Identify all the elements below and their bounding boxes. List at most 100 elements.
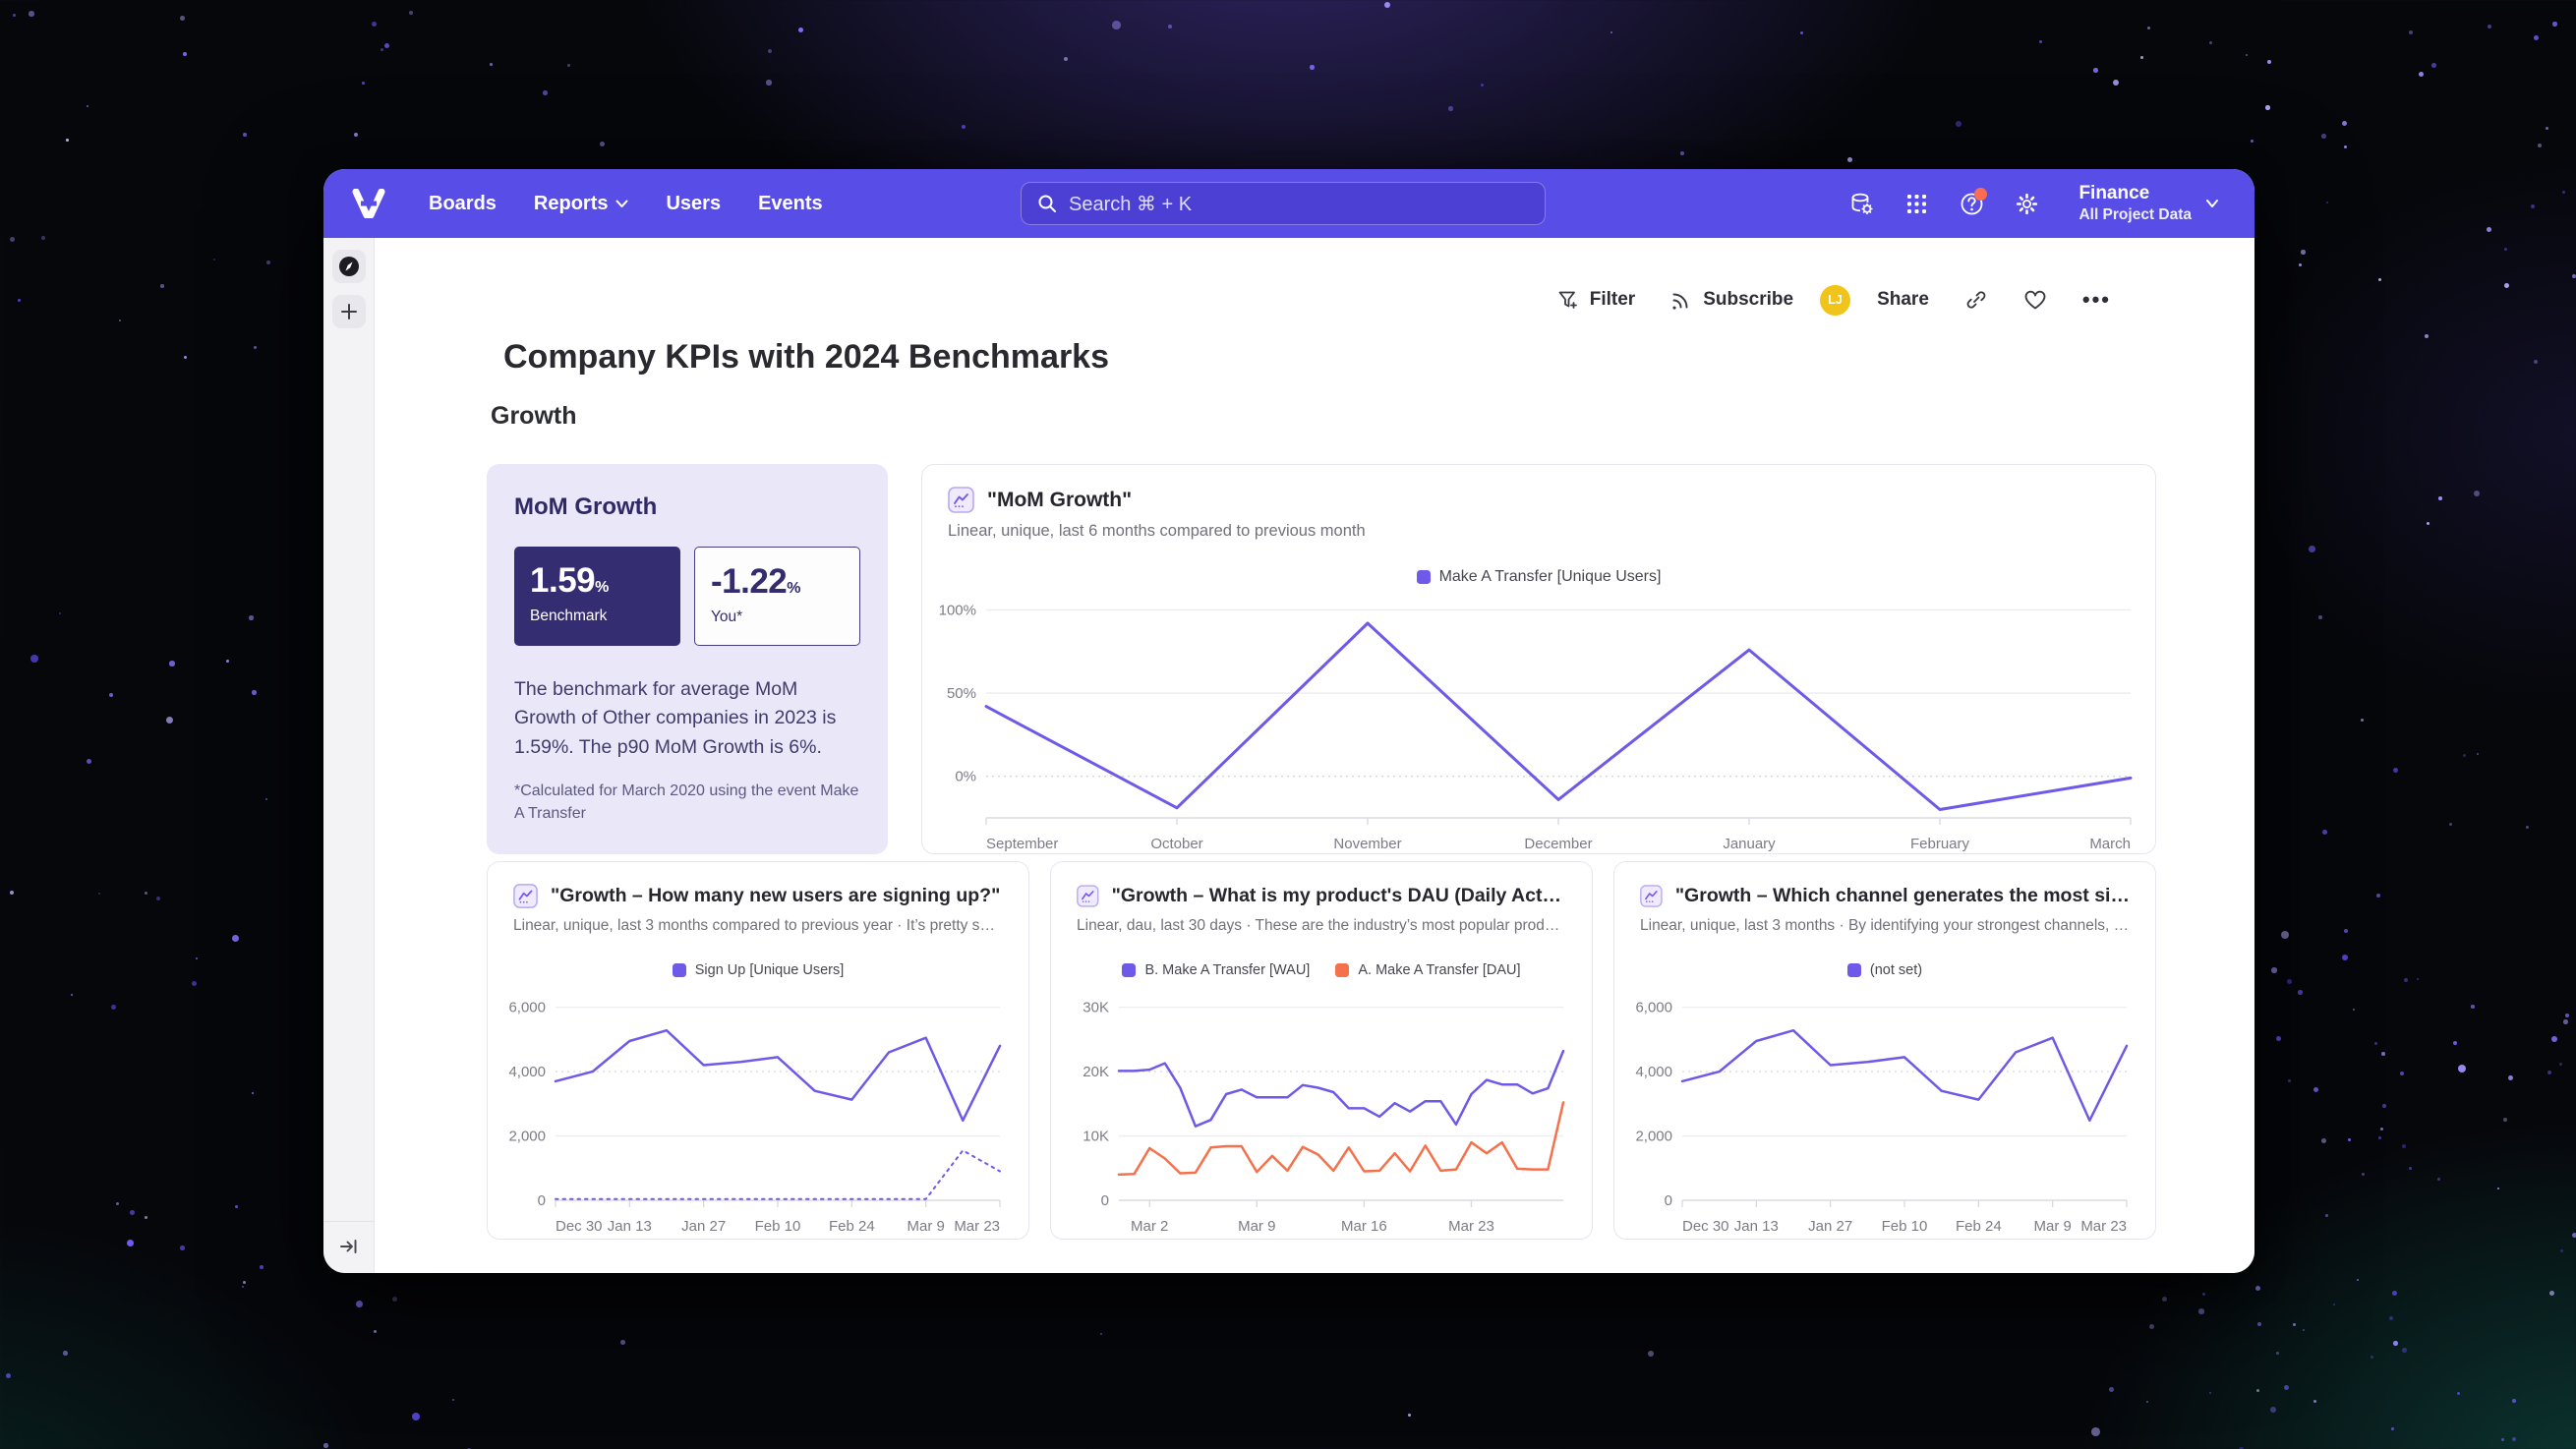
star bbox=[2251, 140, 2254, 144]
star bbox=[2371, 1356, 2373, 1359]
nav-item-events[interactable]: Events bbox=[743, 183, 838, 225]
star bbox=[10, 237, 16, 243]
legend-item[interactable]: Make A Transfer [Unique Users] bbox=[1416, 568, 1661, 586]
chart-canvas[interactable]: 0% 50% 100% September October November Decembe… bbox=[929, 586, 2148, 854]
nav-item-label: Reports bbox=[533, 192, 609, 214]
svg-text:0: 0 bbox=[538, 1192, 546, 1209]
add-board-button[interactable] bbox=[331, 295, 366, 328]
help-button[interactable] bbox=[1949, 181, 1994, 226]
star bbox=[2147, 27, 2150, 29]
star bbox=[2374, 1042, 2378, 1046]
star bbox=[145, 892, 147, 895]
svg-text:Mar 23: Mar 23 bbox=[1448, 1218, 1494, 1235]
star bbox=[235, 1205, 239, 1209]
chart-card-channels[interactable]: "Growth – Which channel generates the mo… bbox=[1613, 861, 2156, 1240]
star bbox=[1847, 157, 1853, 163]
svg-text:4,000: 4,000 bbox=[508, 1064, 546, 1080]
legend-item[interactable]: Sign Up [Unique Users] bbox=[672, 962, 845, 978]
star bbox=[2322, 830, 2327, 835]
legend-item[interactable]: (not set) bbox=[1846, 962, 1922, 978]
star bbox=[2381, 1052, 2385, 1056]
star bbox=[2400, 1072, 2405, 1076]
more-options-button[interactable]: ••• bbox=[2070, 277, 2124, 322]
chart-card-mom-growth[interactable]: "MoM Growth" Linear, unique, last 6 mont… bbox=[921, 464, 2156, 855]
legend-label: Sign Up [Unique Users] bbox=[694, 962, 845, 978]
nav-item-reports[interactable]: Reports bbox=[519, 183, 644, 225]
nav-item-label: Events bbox=[758, 192, 823, 214]
svg-text:Mar 23: Mar 23 bbox=[2080, 1218, 2127, 1235]
star bbox=[362, 82, 365, 85]
star bbox=[2497, 1188, 2500, 1190]
database-gear-icon bbox=[1851, 193, 1873, 214]
star bbox=[2559, 1063, 2563, 1067]
share-button[interactable]: Share bbox=[1864, 279, 1942, 320]
apps-grid-button[interactable] bbox=[1894, 181, 1939, 226]
nav-item-boards[interactable]: Boards bbox=[414, 183, 511, 225]
star bbox=[252, 1092, 255, 1095]
star bbox=[2321, 1138, 2327, 1144]
star bbox=[2425, 334, 2430, 339]
star bbox=[2109, 1387, 2114, 1392]
you-value: -1.22 bbox=[710, 562, 788, 601]
svg-text:September: September bbox=[986, 836, 1058, 852]
svg-text:Jan 27: Jan 27 bbox=[1808, 1218, 1852, 1235]
star bbox=[130, 1210, 135, 1215]
expand-sidebar-button[interactable] bbox=[332, 1230, 366, 1263]
star bbox=[2504, 283, 2510, 289]
favorite-button[interactable] bbox=[2011, 279, 2060, 320]
star bbox=[2534, 35, 2540, 41]
project-switcher[interactable]: Finance All Project Data bbox=[2069, 176, 2229, 230]
chart-canvas[interactable]: 0 2,000 4,000 6,000 Dec 30 Jan 13 Jan 27 Feb 10… bbox=[1629, 978, 2140, 1240]
chart-plot-area: 0% 50% 100% September October November Decembe… bbox=[922, 586, 2155, 854]
star bbox=[2562, 191, 2565, 194]
star bbox=[30, 655, 38, 663]
star bbox=[2488, 25, 2492, 29]
data-management-button[interactable] bbox=[1839, 181, 1884, 226]
star bbox=[2526, 826, 2530, 830]
chart-card-dau[interactable]: "Growth – What is my product's DAU (Dail… bbox=[1050, 861, 1593, 1240]
filter-label: Filter bbox=[1589, 289, 1636, 310]
star bbox=[766, 80, 772, 86]
star bbox=[127, 1240, 134, 1246]
star bbox=[2344, 929, 2348, 933]
svg-text:December: December bbox=[1524, 836, 1592, 852]
legend-label: A. Make A Transfer [DAU] bbox=[1358, 962, 1521, 978]
star bbox=[2348, 1138, 2351, 1141]
svg-text:Feb 10: Feb 10 bbox=[1882, 1218, 1928, 1235]
nav-item-users[interactable]: Users bbox=[651, 183, 735, 225]
mixpanel-logo[interactable] bbox=[349, 189, 388, 218]
legend-item[interactable]: B. Make A Transfer [WAU] bbox=[1122, 962, 1310, 978]
settings-button[interactable] bbox=[2004, 181, 2049, 226]
star bbox=[2113, 80, 2119, 86]
svg-text:Mar 2: Mar 2 bbox=[1131, 1218, 1168, 1235]
star bbox=[2255, 1286, 2260, 1291]
star bbox=[183, 52, 187, 56]
copy-link-button[interactable] bbox=[1952, 278, 2001, 321]
star bbox=[392, 1297, 397, 1302]
star bbox=[213, 259, 215, 261]
board-shortcut-button[interactable] bbox=[331, 250, 366, 283]
star bbox=[2281, 931, 2290, 940]
svg-text:Mar 23: Mar 23 bbox=[954, 1218, 1000, 1235]
legend-swatch bbox=[672, 963, 686, 977]
star bbox=[2427, 522, 2430, 526]
chart-canvas[interactable]: 0 2,000 4,000 6,000 Dec 30 Jan 13 Jan 27 Feb 10… bbox=[502, 978, 1014, 1240]
chart-card-signups[interactable]: "Growth – How many new users are signing… bbox=[487, 861, 1029, 1240]
star bbox=[2271, 967, 2277, 973]
chart-title: "Growth – How many new users are signing… bbox=[551, 885, 1001, 906]
avatar[interactable]: LJ bbox=[1820, 284, 1851, 316]
star bbox=[2449, 823, 2452, 826]
subscribe-button[interactable]: Subscribe bbox=[1658, 279, 1806, 320]
star bbox=[2417, 978, 2420, 981]
filter-button[interactable]: Filter bbox=[1545, 279, 1648, 320]
star bbox=[2402, 1348, 2407, 1353]
search-input[interactable]: Search ⌘ + K bbox=[1021, 182, 1546, 225]
star bbox=[2376, 894, 2380, 898]
chart-plot-area: 0 2,000 4,000 6,000 Dec 30 Jan 13 Jan 27 Feb 10… bbox=[1614, 978, 2155, 1240]
star bbox=[2093, 68, 2098, 73]
benchmark-card[interactable]: MoM Growth 1.59% Benchmark -1.22% You* T… bbox=[487, 464, 888, 855]
star bbox=[1112, 21, 1121, 29]
chart-canvas[interactable]: 0 10K 20K 30K Mar 2 Mar 9 Mar 16 Mar 23 bbox=[1066, 978, 1577, 1240]
svg-text:March: March bbox=[2089, 836, 2131, 852]
legend-item[interactable]: A. Make A Transfer [DAU] bbox=[1335, 962, 1521, 978]
